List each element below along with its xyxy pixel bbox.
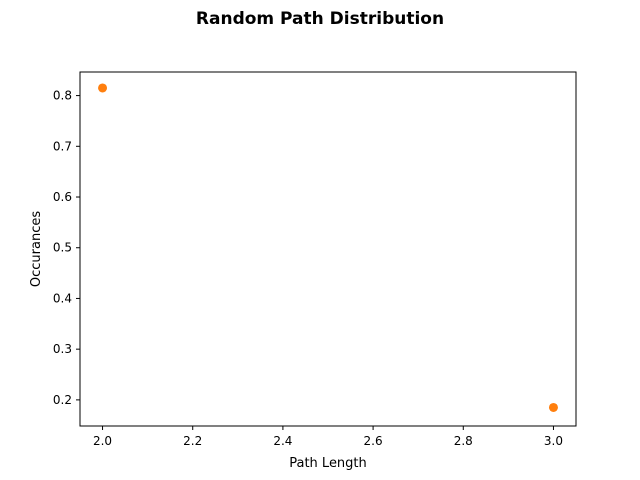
y-tick-label: 0.7 — [53, 139, 72, 153]
y-axis-ticks: 0.2 0.3 0.4 0.5 0.6 0.7 0.8 — [53, 89, 80, 407]
x-tick-label: 2.6 — [364, 434, 383, 448]
x-axis-ticks: 2.0 2.2 2.4 2.6 2.8 3.0 — [93, 426, 563, 448]
chart-title: Random Path Distribution — [196, 9, 444, 29]
x-tick-label: 2.0 — [93, 434, 112, 448]
y-tick-label: 0.3 — [53, 342, 72, 356]
x-tick-label: 2.2 — [183, 434, 202, 448]
data-point — [98, 83, 108, 93]
x-tick-label: 2.4 — [273, 434, 292, 448]
y-tick-label: 0.5 — [53, 241, 72, 255]
y-tick-label: 0.2 — [53, 393, 72, 407]
x-axis-label: Path Length — [289, 456, 367, 471]
data-point — [548, 402, 558, 412]
x-tick-label: 3.0 — [544, 434, 563, 448]
plot-background — [80, 72, 576, 426]
y-tick-label: 0.6 — [53, 190, 72, 204]
x-tick-label: 2.8 — [454, 434, 473, 448]
plot-area — [80, 72, 576, 426]
y-tick-label: 0.8 — [53, 89, 72, 103]
y-tick-label: 0.4 — [53, 291, 72, 305]
y-axis-label: Occurances — [29, 211, 44, 287]
plot-frame — [79, 71, 577, 427]
data-points — [98, 83, 558, 412]
